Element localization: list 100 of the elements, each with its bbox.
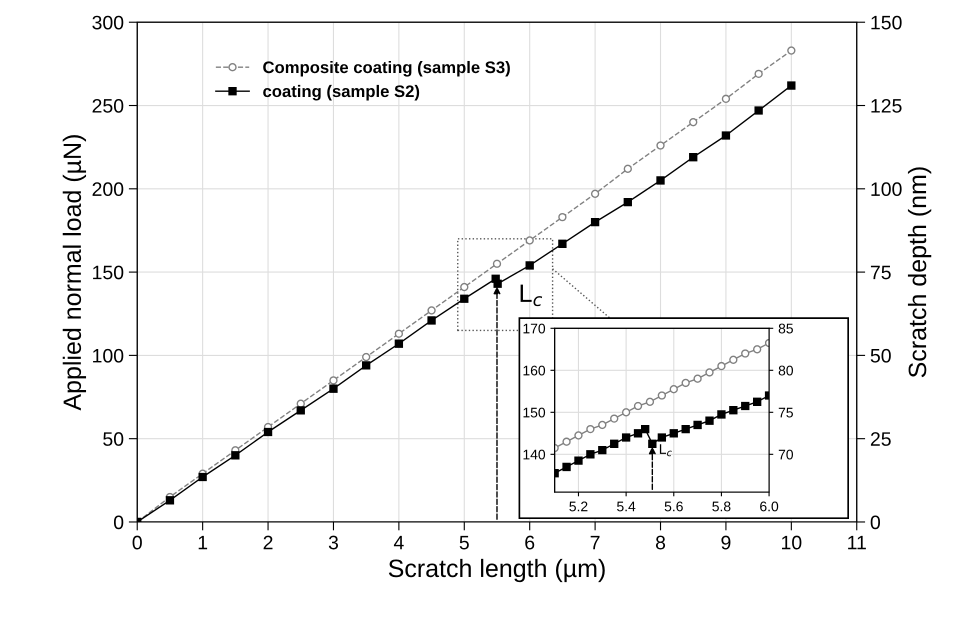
x-tick-label: 1 [198,536,208,550]
y2-tick-label: 150 [871,16,902,30]
point [394,340,404,348]
y-tick-label: 150 [524,408,546,418]
point [670,385,678,394]
point [362,352,370,362]
point [722,131,730,140]
point [574,456,583,465]
point [329,384,338,393]
point [682,378,690,388]
x-tick-label: 3 [328,536,338,550]
point [622,433,630,442]
point [362,361,370,370]
y-tick-label: 160 [524,366,546,376]
x-tick-label: 0 [132,536,142,550]
point [296,406,305,415]
point [264,428,272,436]
point [622,408,630,416]
x-tick-label: 5.4 [617,502,636,512]
point [741,349,750,358]
y-axis-title: Applied normal load (µN) [62,135,86,411]
y-tick-label: 0 [114,515,124,530]
y-tick-label: 250 [92,98,124,113]
y2-tick-label: 75 [778,408,793,418]
point [590,190,600,198]
x-tick-label: 6 [525,536,534,550]
point [693,374,702,383]
x-tick-label: 5.6 [664,502,683,512]
point [656,141,665,150]
point [598,446,606,454]
point [492,260,502,268]
point [558,212,567,222]
y2-tick-label: 75 [870,266,891,280]
y-tick-label: 100 [93,348,124,363]
point [624,198,632,206]
x-tick-label: 2 [264,536,272,550]
point [624,164,632,173]
x-tick-label: 11 [848,536,866,550]
point [752,345,762,354]
point [693,420,702,430]
point [682,424,690,434]
point [198,472,207,482]
x-tick-label: 5.8 [712,502,730,512]
annotation: L$_{c}$ [520,284,542,306]
point [634,402,642,410]
point [729,406,738,414]
x-tick-label: 6.0 [760,502,778,512]
y2-axis-title: Scratch depth (nm) [908,167,932,378]
point [427,316,436,325]
point [574,431,583,440]
point [646,398,654,406]
point [460,294,468,303]
point [562,462,571,472]
point [658,433,666,442]
y-tick-label: 140 [524,450,546,460]
point [729,356,738,364]
point [787,81,796,90]
point [641,424,650,434]
y2-tick-label: 70 [778,450,794,460]
point [741,402,750,410]
y2-tick-label: 25 [870,432,891,446]
x-tick-label: 10 [782,536,802,550]
point [670,429,678,438]
y2-tick-label: 0 [870,515,880,530]
y2-tick-label: 50 [870,348,891,363]
x-axis-title: Scratch length (µm) [388,558,605,582]
point [689,152,698,162]
x-tick-label: 7 [590,536,600,550]
point [460,282,468,292]
point [558,240,567,248]
y-tick-label: 170 [524,324,546,334]
point [610,414,618,423]
point [493,280,502,288]
point [526,261,534,270]
x-tick-label: 4 [394,536,404,550]
x-tick-label: 8 [656,536,666,550]
point [590,218,600,226]
x-tick-label: 5 [460,536,469,550]
y-tick-label: 200 [92,182,124,196]
point [586,424,595,434]
point [166,496,174,504]
point [754,70,763,78]
point [610,440,618,448]
annotation: L$_{c}$ [660,444,672,456]
x-tick-label: 9 [721,536,730,550]
point [787,46,796,55]
point [427,306,436,315]
y-tick-label: 150 [93,266,124,280]
point [562,438,571,446]
point [752,398,762,406]
point [231,451,240,460]
point [705,368,714,377]
point [656,176,665,185]
point [634,429,642,438]
point [754,106,763,115]
legend-label: coating (sample S2) [263,84,420,101]
y-tick-label: 50 [103,432,124,446]
y2-tick-label: 80 [778,366,794,376]
y2-tick-label: 100 [871,182,902,196]
point [717,362,726,370]
